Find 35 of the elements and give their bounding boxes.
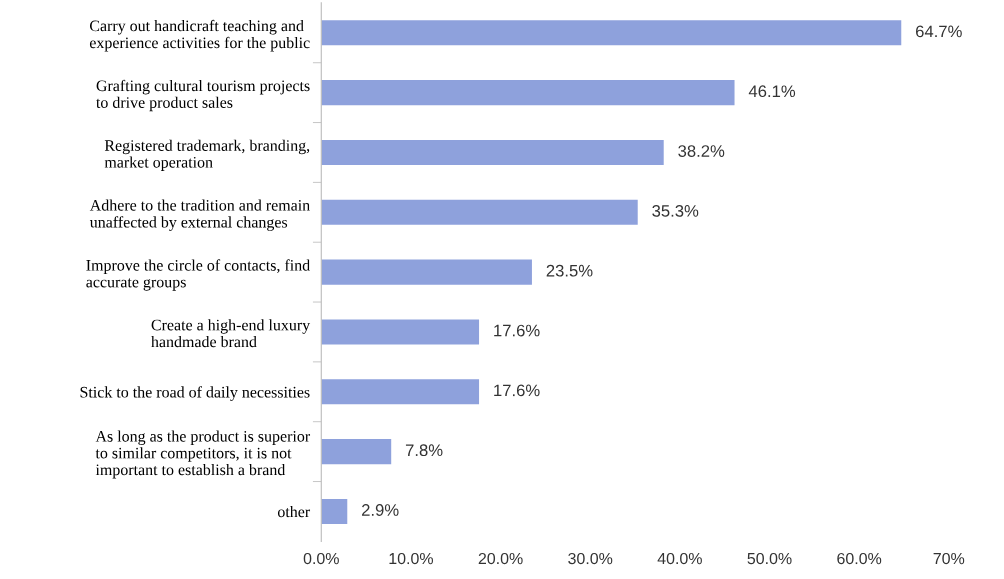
data-label: 7.8% bbox=[405, 444, 443, 457]
y-tick-label: Adhere to the tradition and remain unaffected by external changes bbox=[89, 199, 310, 231]
y-tick-label: other bbox=[277, 505, 311, 518]
bar bbox=[321, 199, 638, 225]
y-tick-label: Carry out handicraft teaching and experience activities for the public bbox=[89, 19, 310, 52]
y-tick-label: As long as the product is superior to similar competitors, it is not important to establish a brand bbox=[95, 430, 311, 479]
y-tick-label: Improve the circle of contacts, find accurate groups bbox=[86, 259, 310, 291]
y-tick-label: Registered trademark, branding, market operation bbox=[104, 139, 310, 171]
data-label: 23.5% bbox=[546, 264, 593, 277]
bar bbox=[321, 439, 392, 465]
data-label: 35.3% bbox=[652, 204, 699, 217]
bar bbox=[321, 319, 480, 345]
y-tick-label: Grafting cultural tourism projects to drive product sales bbox=[96, 79, 310, 112]
x-tick-label: 70% bbox=[933, 552, 965, 565]
data-label: 2.9% bbox=[362, 504, 399, 516]
x-tick-label: 60.0% bbox=[837, 552, 882, 565]
bar bbox=[321, 20, 902, 46]
data-label: 46.1% bbox=[748, 85, 796, 98]
data-label: 17.6% bbox=[494, 324, 540, 337]
data-label: 38.2% bbox=[678, 145, 725, 157]
bar bbox=[321, 139, 664, 166]
data-label: 17.6% bbox=[494, 384, 540, 397]
data-label: 64.7% bbox=[916, 25, 962, 38]
x-tick-label: 30.0% bbox=[568, 552, 613, 565]
x-tick-label: 20.0% bbox=[478, 552, 523, 565]
x-tick-label: 40.0% bbox=[657, 552, 702, 565]
bar bbox=[321, 379, 480, 405]
x-tick-label: 10.0% bbox=[389, 552, 433, 565]
y-tick-label: Create a high-end luxury handmade brand bbox=[151, 319, 311, 348]
y-tick-label: Stick to the road of daily necessities bbox=[80, 386, 310, 401]
bar bbox=[321, 80, 735, 106]
bar bbox=[321, 498, 348, 525]
bar bbox=[321, 259, 532, 285]
x-tick-label: 50.0% bbox=[747, 552, 792, 565]
x-tick-label: 0.0% bbox=[303, 552, 339, 565]
